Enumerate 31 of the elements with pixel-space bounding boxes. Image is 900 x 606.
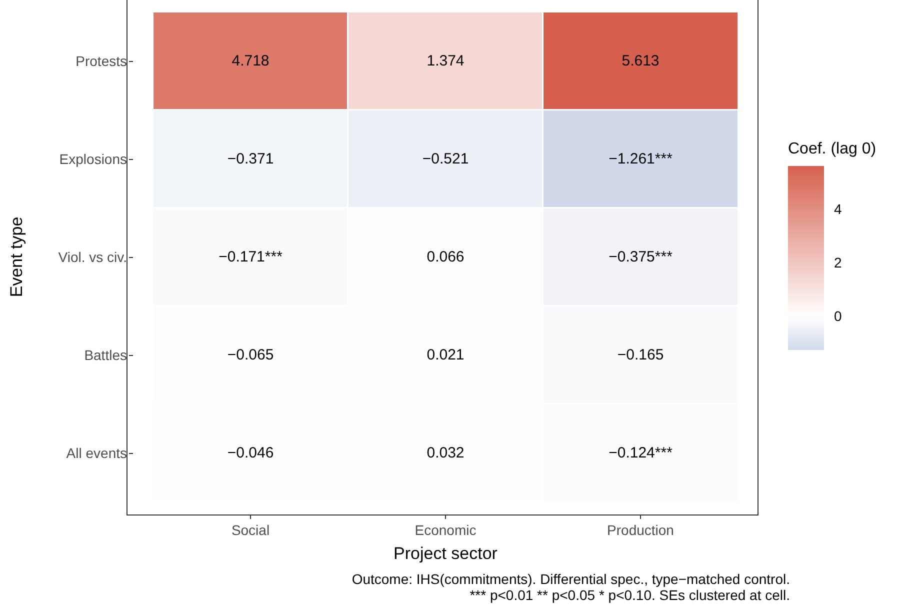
x-tick-label: Production bbox=[607, 522, 674, 538]
y-tick-label: Viol. vs civ. bbox=[58, 249, 127, 265]
data-label: 5.613 bbox=[622, 52, 660, 70]
color-bar-label: 0 bbox=[834, 308, 842, 324]
x-axis-title: Project sector bbox=[394, 544, 498, 563]
y-tick-label: All events bbox=[66, 445, 127, 461]
data-label: 0.066 bbox=[426, 248, 464, 266]
y-tick-label: Battles bbox=[84, 347, 127, 363]
data-label: 0.032 bbox=[426, 444, 464, 462]
data-label: 1.374 bbox=[426, 52, 464, 70]
y-tick-label: Protests bbox=[76, 53, 127, 69]
color-bar-label: 2 bbox=[834, 254, 842, 271]
data-label: −0.046 bbox=[227, 444, 274, 462]
y-tick-label: Explosions bbox=[59, 151, 127, 167]
x-tick-label: Social bbox=[231, 522, 270, 538]
data-label: −0.375*** bbox=[608, 248, 673, 266]
data-label: 0.021 bbox=[426, 346, 464, 364]
text: *** p<0.01 ** p<0.05 * p<0.10. SEs clustered at cell. bbox=[470, 587, 790, 603]
data-label: −0.124*** bbox=[608, 444, 673, 462]
data-label: −0.165 bbox=[617, 346, 664, 364]
data-label: −0.521 bbox=[422, 150, 469, 168]
data-label: −0.065 bbox=[227, 346, 274, 364]
color-bar-label: 4 bbox=[834, 201, 842, 218]
data-label: −0.171*** bbox=[218, 248, 283, 266]
y-axis-title: Event type bbox=[7, 216, 26, 298]
data-label: 4.718 bbox=[232, 52, 270, 70]
color-bar-title: Coef. (lag 0) bbox=[788, 140, 876, 158]
x-tick-label: Economic bbox=[414, 522, 476, 538]
data-label: −0.371 bbox=[227, 150, 274, 168]
text: Outcome: IHS(commitments). Differential spec., type−matched control. bbox=[352, 571, 790, 587]
data-label: −1.261*** bbox=[608, 150, 673, 168]
